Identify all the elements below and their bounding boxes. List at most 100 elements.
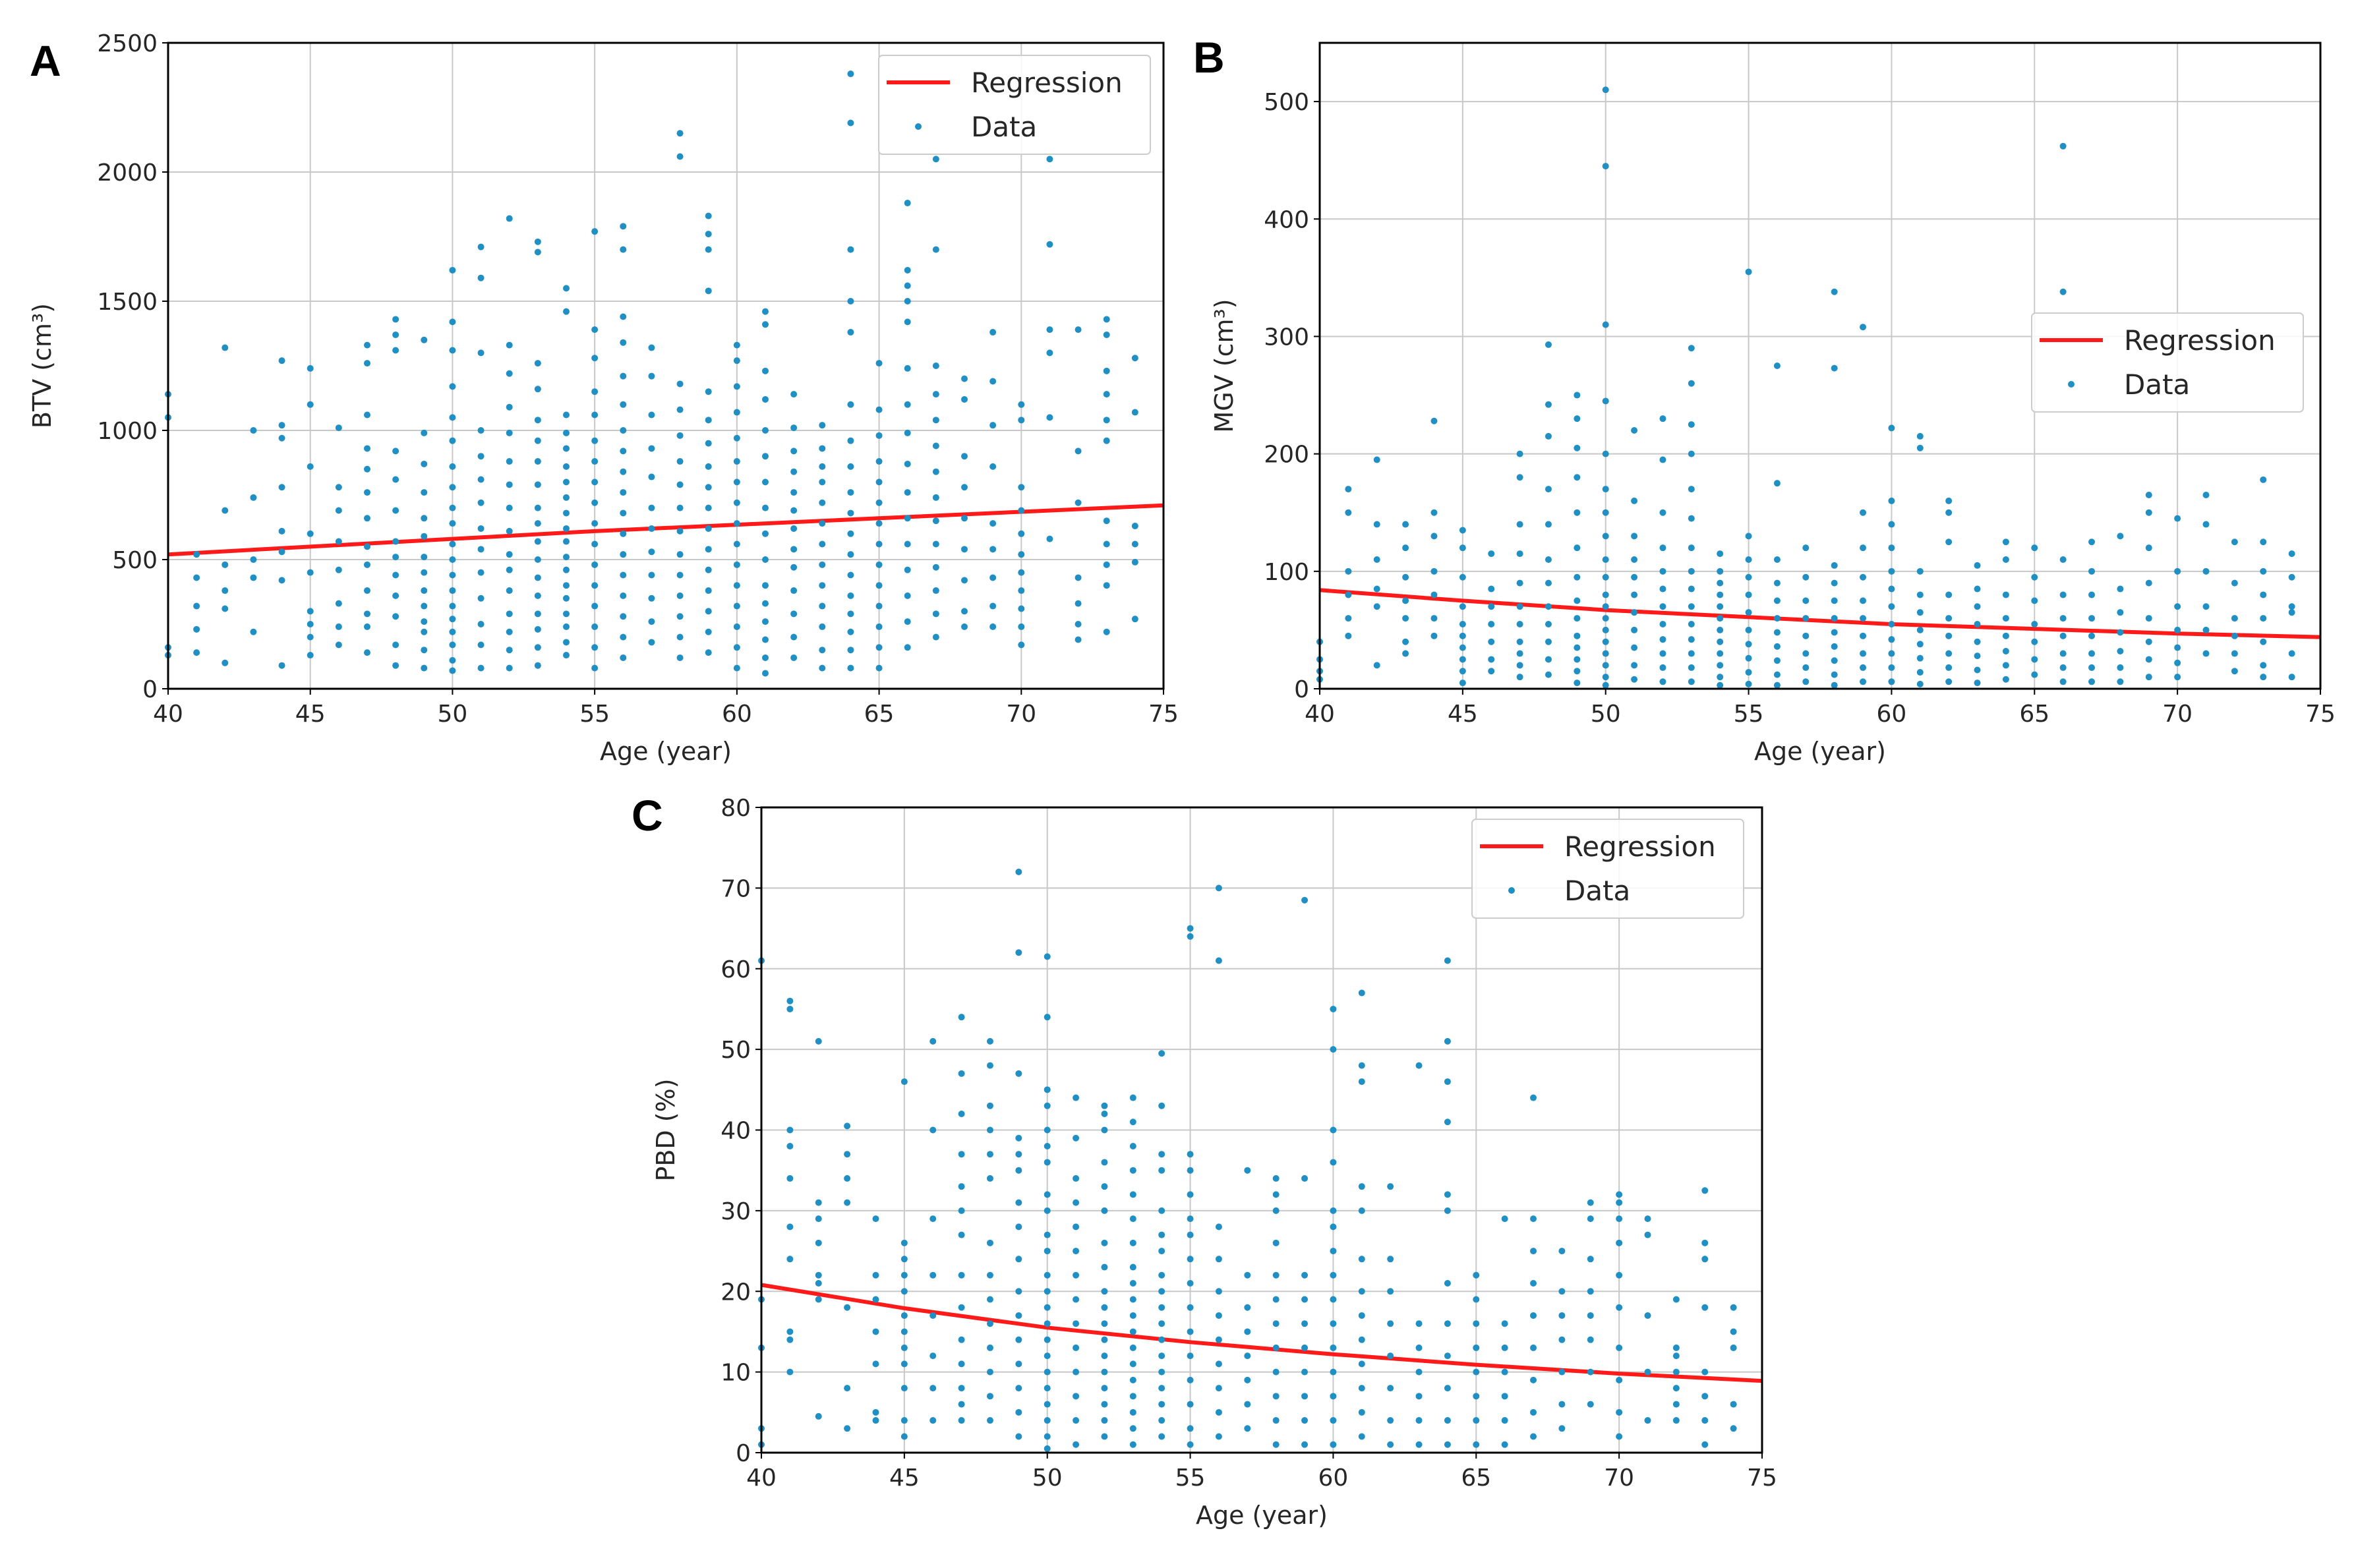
panel-c-data-point (986, 1062, 993, 1069)
panel-a-data-point (676, 504, 684, 511)
panel-b-data-point (1402, 650, 1409, 657)
panel-c-data-point (1129, 1094, 1136, 1101)
panel-b-data-point (1488, 621, 1495, 627)
panel-b-data-point (1802, 650, 1810, 657)
panel-a-data-point (705, 231, 712, 238)
panel-a-data-point (563, 285, 570, 292)
panel-a-data-point (506, 664, 513, 672)
panel-b-data-point (1916, 680, 1924, 687)
panel-b-x-tick-label-75: 75 (2305, 701, 2336, 728)
panel-a-data-point (591, 499, 599, 506)
panel-a-data-point (335, 641, 342, 649)
panel-b-data-point (1602, 533, 1609, 540)
panel-b-data-point (2031, 671, 2038, 678)
panel-a-data-point (449, 616, 456, 623)
panel-a-data-point (307, 633, 314, 641)
panel-c-data-point (1187, 1376, 1194, 1383)
panel-c-data-point (1272, 1239, 1280, 1246)
panel-c-data-point (1473, 1344, 1480, 1351)
panel-a-data-point (221, 659, 229, 666)
panel-c-data-point (1073, 1223, 1080, 1231)
panel-b-data-point (1545, 556, 1552, 563)
panel-b-data-point (1659, 567, 1666, 575)
panel-c-data-point (1244, 1376, 1251, 1383)
panel-b-axes-frame (1318, 42, 2322, 690)
panel-b-data-point (1459, 668, 1466, 675)
panel-b-data-point (1717, 579, 1724, 587)
panel-b-data-point (1631, 662, 1638, 669)
panel-b-data-point (1430, 509, 1438, 516)
panel-a-data-point (620, 246, 627, 253)
panel-c-data-point (1158, 1102, 1165, 1109)
panel-c-data-point (1387, 1320, 1394, 1327)
panel-a-data-point (932, 494, 939, 501)
panel-c-data-point (1301, 896, 1309, 904)
panel-b-data-point (1402, 521, 1409, 528)
panel-a-data-point (364, 360, 370, 367)
panel-a-data-point (989, 602, 997, 610)
panel-b-data-point (1688, 636, 1695, 643)
panel-b-regression-path (1319, 588, 2321, 639)
panel-a-data-point (762, 504, 769, 511)
panel-c-data-point (1330, 1046, 1337, 1053)
panel-c-data-point (1129, 1360, 1136, 1368)
panel-c-data-point (1616, 1344, 1623, 1351)
panel-c-data-point (1101, 1159, 1108, 1166)
panel-a-data-point (421, 533, 428, 540)
panel-c-data-point (1672, 1296, 1680, 1303)
panel-b-data-point (2059, 632, 2067, 639)
panel-c-data-point (986, 1344, 993, 1351)
panel-c-data-point (1644, 1368, 1651, 1376)
panel-b-data-point (1802, 573, 1810, 581)
panel-a-data-point (392, 316, 399, 323)
panel-c-data-point (1530, 1433, 1537, 1440)
panel-b-data-point (1745, 654, 1752, 662)
panel-a-data-point (705, 608, 712, 615)
panel-a-data-point (506, 628, 513, 635)
panel-b-data-point (2288, 609, 2295, 616)
panel-a-data-point (989, 329, 997, 336)
panel-c-data-point (1330, 1271, 1337, 1279)
panel-a-y-ticks: 0 500 1000 1500 2000 2500 (97, 30, 168, 703)
panel-b-data-point (1860, 678, 1867, 685)
panel-c-regression-line (761, 1283, 1763, 1383)
panel-b-data-point (1831, 364, 1838, 372)
panel-b-data-point (2088, 678, 2096, 685)
panel-c-data-point (1272, 1441, 1280, 1448)
panel-b-data-point (1516, 521, 1523, 528)
panel-b-x-tick-label-45: 45 (1448, 701, 1478, 728)
panel-a-data-point (506, 215, 513, 222)
panel-a-data-point (477, 525, 485, 532)
panel-a-data-point (961, 515, 968, 522)
panel-a-data-point (250, 494, 257, 501)
panel-a-data-point (307, 569, 314, 576)
panel-b-data-point (1888, 664, 1895, 671)
panel-c-data-point (1073, 1271, 1080, 1279)
panel-a-data-point (1131, 409, 1138, 416)
panel-c-data-point (1473, 1296, 1480, 1303)
panel-a-data-point (676, 432, 684, 439)
panel-c-data-point (1616, 1408, 1623, 1416)
panel-b-data-point (2231, 615, 2238, 622)
panel-c-data-point (900, 1288, 908, 1295)
panel-b-data-point (1488, 638, 1495, 645)
panel-c-data-point (1530, 1376, 1537, 1383)
panel-a-data-point (506, 504, 513, 511)
panel-b-data-point (2174, 515, 2181, 522)
panel-b-data-point (1974, 621, 1981, 627)
panel-b-data-point (1717, 591, 1724, 598)
panel-b-data-point (1402, 615, 1409, 622)
panel-c-data-point (1158, 1320, 1165, 1327)
panel-c-data-point (986, 1239, 993, 1246)
panel-c-y-tick-label-0: 0 (736, 1440, 751, 1467)
panel-a-data-point (762, 453, 769, 460)
panel-c-data-point (1158, 1352, 1165, 1360)
panel-c-y-tick-label-70: 70 (721, 875, 751, 902)
panel-a-data-point (477, 349, 485, 357)
panel-c-legend-data-swatch (1508, 887, 1515, 894)
panel-c-data-point (1444, 1385, 1451, 1392)
panel-a-data-point (705, 628, 712, 635)
panel-a-data-point (364, 623, 370, 630)
panel-b-data-point (1916, 567, 1924, 575)
panel-a-data-point (563, 554, 570, 561)
